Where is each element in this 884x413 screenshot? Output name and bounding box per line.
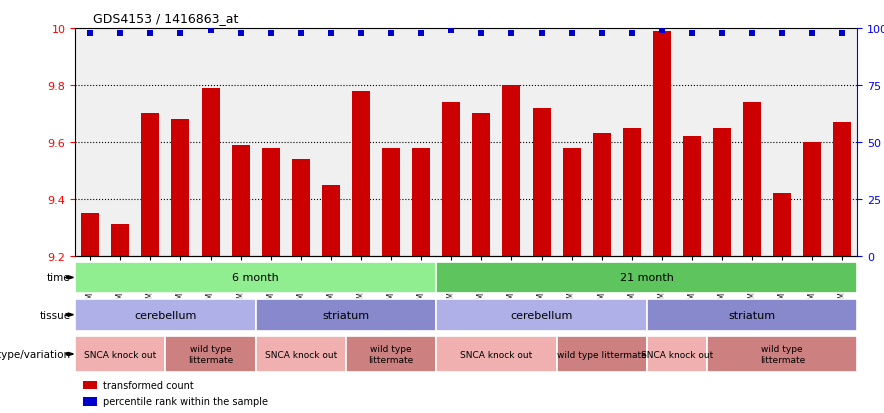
Bar bbox=[262, 148, 279, 256]
Bar bbox=[804, 142, 821, 256]
Bar bbox=[171, 120, 189, 256]
Text: striatum: striatum bbox=[323, 310, 370, 320]
Text: 21 month: 21 month bbox=[620, 273, 674, 283]
Point bbox=[233, 30, 248, 37]
Bar bbox=[83, 381, 97, 389]
Bar bbox=[743, 103, 761, 256]
Bar bbox=[502, 85, 521, 256]
Point bbox=[655, 28, 669, 34]
Bar bbox=[442, 103, 461, 256]
Bar bbox=[436, 299, 647, 331]
Bar bbox=[202, 88, 219, 256]
Bar bbox=[382, 148, 400, 256]
Point bbox=[565, 30, 579, 37]
Bar bbox=[472, 114, 491, 256]
Point bbox=[113, 30, 127, 37]
Bar bbox=[834, 123, 851, 256]
Text: SNCA knock out: SNCA knock out bbox=[264, 350, 337, 358]
Bar bbox=[232, 145, 249, 256]
Point bbox=[685, 30, 699, 37]
Point bbox=[414, 30, 428, 37]
Bar bbox=[75, 299, 255, 331]
Bar bbox=[75, 337, 165, 372]
Point bbox=[745, 30, 759, 37]
Point bbox=[505, 30, 519, 37]
Text: time: time bbox=[47, 273, 71, 283]
Bar bbox=[683, 137, 701, 256]
Text: SNCA knock out: SNCA knock out bbox=[641, 350, 713, 358]
Bar bbox=[562, 148, 581, 256]
Point bbox=[83, 30, 97, 37]
Point bbox=[775, 30, 789, 37]
Bar bbox=[647, 299, 857, 331]
Bar bbox=[141, 114, 159, 256]
Bar bbox=[557, 337, 647, 372]
Text: wild type littermate: wild type littermate bbox=[557, 350, 646, 358]
Bar bbox=[412, 148, 431, 256]
Point bbox=[173, 30, 187, 37]
Bar bbox=[165, 337, 255, 372]
Bar bbox=[774, 194, 791, 256]
Point bbox=[263, 30, 278, 37]
Bar bbox=[623, 128, 641, 256]
Text: wild type
littermate: wild type littermate bbox=[369, 344, 414, 364]
Bar bbox=[436, 262, 857, 294]
Bar bbox=[352, 91, 370, 256]
Point bbox=[805, 30, 819, 37]
Point bbox=[324, 30, 338, 37]
Text: transformed count: transformed count bbox=[103, 380, 194, 390]
Bar bbox=[81, 214, 99, 256]
Text: 6 month: 6 month bbox=[232, 273, 279, 283]
Point bbox=[203, 28, 217, 34]
Bar bbox=[436, 337, 557, 372]
Bar bbox=[75, 262, 436, 294]
Text: wild type
littermate: wild type littermate bbox=[188, 344, 233, 364]
Bar bbox=[346, 337, 436, 372]
Text: SNCA knock out: SNCA knock out bbox=[461, 350, 532, 358]
Bar bbox=[111, 225, 129, 256]
Bar bbox=[707, 337, 857, 372]
Text: wild type
littermate: wild type littermate bbox=[759, 344, 804, 364]
Point bbox=[715, 30, 729, 37]
Bar bbox=[292, 159, 310, 256]
Point bbox=[384, 30, 398, 37]
Bar bbox=[592, 134, 611, 256]
Point bbox=[625, 30, 639, 37]
Bar bbox=[647, 337, 707, 372]
Bar bbox=[653, 32, 671, 256]
Point bbox=[835, 30, 850, 37]
Text: cerebellum: cerebellum bbox=[510, 310, 573, 320]
Text: tissue: tissue bbox=[40, 310, 71, 320]
Text: striatum: striatum bbox=[728, 310, 776, 320]
Bar bbox=[255, 299, 436, 331]
Point bbox=[475, 30, 489, 37]
Text: cerebellum: cerebellum bbox=[134, 310, 196, 320]
Bar bbox=[255, 337, 346, 372]
Bar bbox=[83, 397, 97, 406]
Point bbox=[143, 30, 157, 37]
Bar bbox=[532, 108, 551, 256]
Point bbox=[444, 28, 458, 34]
Text: percentile rank within the sample: percentile rank within the sample bbox=[103, 396, 268, 406]
Point bbox=[595, 30, 609, 37]
Bar bbox=[322, 185, 340, 256]
Bar bbox=[713, 128, 731, 256]
Point bbox=[293, 30, 308, 37]
Point bbox=[535, 30, 549, 37]
Text: SNCA knock out: SNCA knock out bbox=[84, 350, 156, 358]
Point bbox=[354, 30, 368, 37]
Text: GDS4153 / 1416863_at: GDS4153 / 1416863_at bbox=[93, 12, 238, 25]
Text: genotype/variation: genotype/variation bbox=[0, 349, 71, 359]
